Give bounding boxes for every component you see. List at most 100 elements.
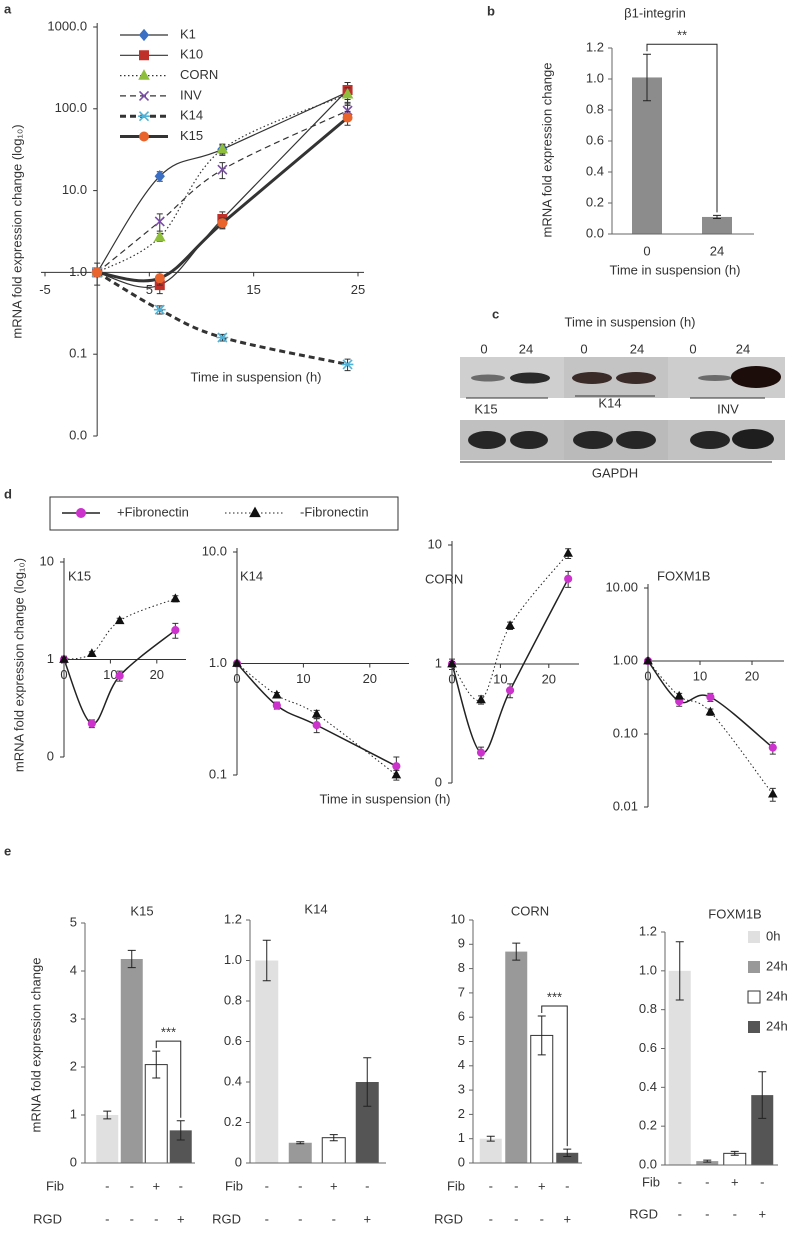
legend-marker <box>139 131 150 142</box>
panel-letter: a <box>4 1 12 16</box>
chart-title: K15 <box>130 903 153 918</box>
significance-bracket <box>155 1040 182 1118</box>
series-line <box>96 271 348 366</box>
panel-letter: d <box>4 486 12 501</box>
y-tick-label: 10 <box>451 911 465 926</box>
bar <box>120 959 143 1163</box>
legend-label: K14 <box>180 108 203 123</box>
lane-label: 0 <box>480 341 487 356</box>
data-point <box>392 762 401 771</box>
blot-band <box>572 372 612 384</box>
error-bar <box>703 1159 712 1163</box>
y-tick-label: 1 <box>47 651 54 666</box>
condition-value: + <box>363 1211 371 1226</box>
blot-band <box>690 431 730 449</box>
significance-label: ** <box>677 28 687 43</box>
chart-title: K14 <box>240 568 263 583</box>
condition-value: - <box>265 1211 269 1226</box>
y-tick-label: 0 <box>435 774 442 789</box>
condition-value: - <box>130 1211 134 1226</box>
significance-bracket <box>541 1005 568 1147</box>
condition-value: + <box>152 1178 160 1193</box>
blot-title: Time in suspension (h) <box>564 314 695 329</box>
y-tick-label: 2 <box>458 1106 465 1121</box>
condition-value: - <box>678 1206 682 1221</box>
y-tick-label: 0 <box>458 1154 465 1169</box>
data-point <box>217 164 228 175</box>
x-tick-label: 20 <box>542 671 556 686</box>
y-tick-label: 0.1 <box>69 346 87 361</box>
bar <box>751 1095 774 1165</box>
data-point <box>153 230 166 242</box>
series-line <box>97 89 348 288</box>
y-tick-label: 5 <box>70 914 77 929</box>
x-tick-label: 20 <box>745 668 759 683</box>
error-bar <box>537 1015 546 1056</box>
western-blot: Time in suspension (h) 0 24 0 24 0 24 K1… <box>460 314 785 480</box>
x-tick-label: 10 <box>296 671 310 686</box>
bar <box>668 970 691 1165</box>
condition-label: RGD <box>212 1211 241 1226</box>
x-tick-label: 25 <box>351 282 365 297</box>
data-point <box>153 304 166 315</box>
data-point <box>674 690 685 700</box>
bar <box>321 1137 346 1164</box>
bar <box>144 1064 168 1164</box>
error-bar <box>296 1141 305 1145</box>
series-line <box>647 660 774 795</box>
data-point <box>341 87 354 99</box>
condition-value: - <box>179 1178 183 1193</box>
blot-band <box>468 431 506 449</box>
error-bar <box>329 1134 338 1142</box>
y-tick-label: 9 <box>458 936 465 951</box>
x-tick-label: 5 <box>146 282 153 297</box>
blot-band <box>616 431 656 449</box>
lane-label: 24 <box>630 341 644 356</box>
data-point <box>92 267 103 278</box>
data-point <box>342 112 353 123</box>
data-point <box>154 216 165 227</box>
legend-label: +Fibronectin <box>117 504 189 519</box>
y-tick-label: 0.8 <box>586 101 604 116</box>
data-point <box>115 671 124 680</box>
y-tick-label: 1 <box>70 1106 77 1121</box>
error-bar <box>713 214 721 219</box>
y-tick-label: 0.6 <box>586 132 604 147</box>
y-tick-label: 0.8 <box>639 1001 657 1016</box>
panel-letter: e <box>4 843 11 858</box>
y-tick-label: 0.2 <box>586 194 604 209</box>
condition-value: - <box>705 1174 709 1189</box>
x-tick-label: -5 <box>39 282 51 297</box>
series-line <box>96 93 348 273</box>
y-tick-label: 1.0 <box>69 264 87 279</box>
blot-band <box>471 374 505 382</box>
chart-title: FOXM1B <box>708 906 761 921</box>
error-bar <box>675 941 684 1001</box>
series-line <box>647 660 774 749</box>
y-axis-label: mRNA fold expression change <box>539 63 554 238</box>
bar <box>505 951 528 1163</box>
condition-value: - <box>130 1178 134 1193</box>
y-tick-label: 0.6 <box>224 1033 242 1048</box>
condition-value: - <box>489 1211 493 1226</box>
y-tick-label: 0.4 <box>224 1073 242 1088</box>
x-tick-label: 10 <box>493 671 507 686</box>
bar <box>556 1152 579 1163</box>
data-point <box>272 701 281 710</box>
y-axis-label: mRNA fold expression change (log₁₀) <box>9 124 24 338</box>
legend-marker <box>138 111 150 122</box>
chart-title: CORN <box>511 903 549 918</box>
y-tick-label: 6 <box>458 1009 465 1024</box>
data-point <box>705 706 716 716</box>
chart-title: K14 <box>304 901 327 916</box>
y-tick-label: 0 <box>235 1154 242 1169</box>
error-bar <box>176 1120 185 1141</box>
condition-value: + <box>330 1178 338 1193</box>
y-tick-label: 0 <box>47 748 54 763</box>
y-tick-label: 0.4 <box>639 1079 657 1094</box>
condition-value: - <box>733 1206 737 1221</box>
blot-band <box>616 372 656 384</box>
condition-label: RGD <box>629 1206 658 1221</box>
y-tick-label: 0.10 <box>613 725 638 740</box>
